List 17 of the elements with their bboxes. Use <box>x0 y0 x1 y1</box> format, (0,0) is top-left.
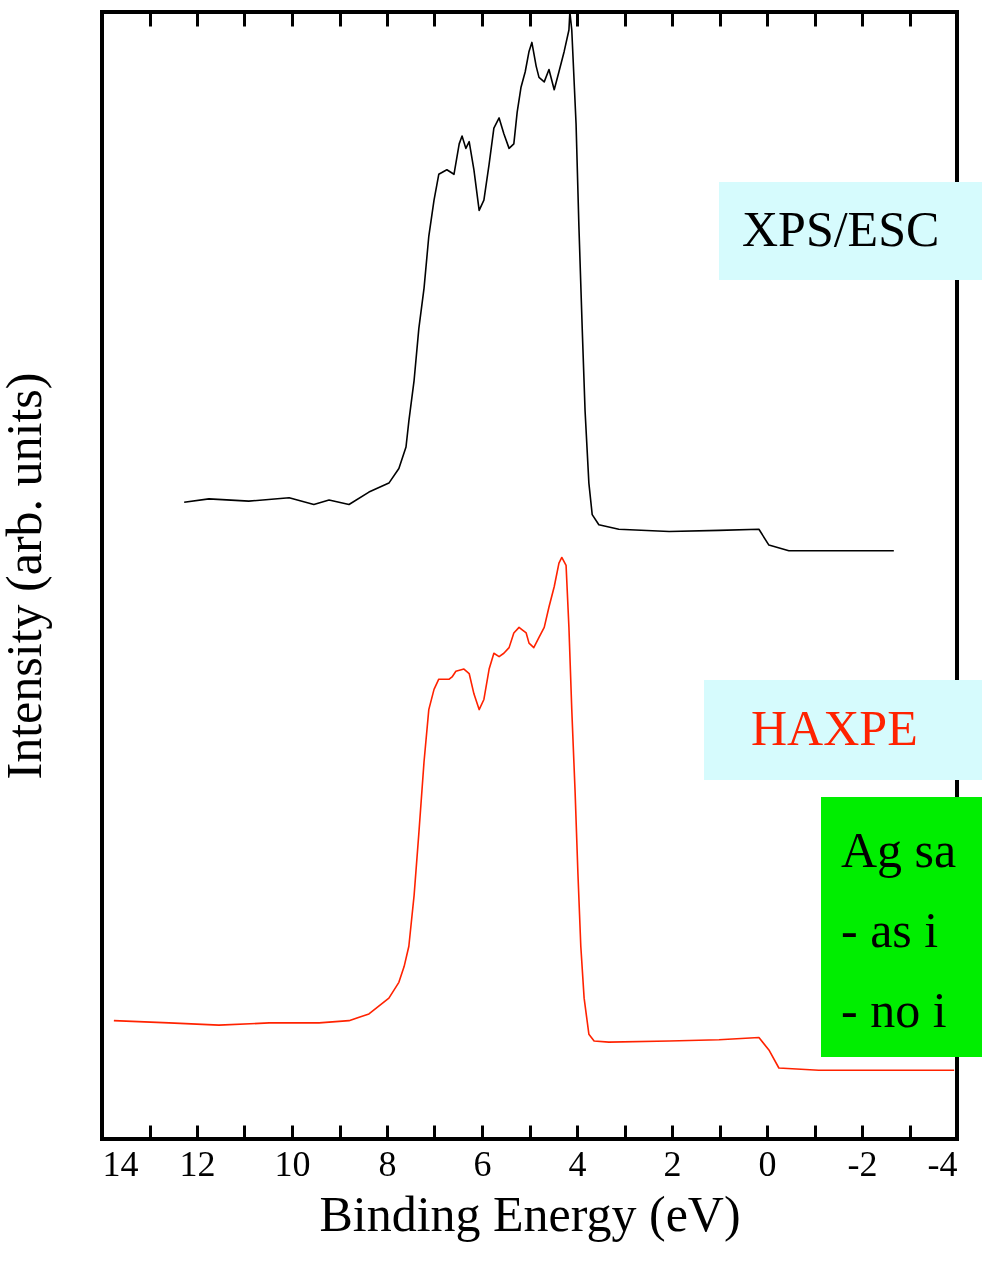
x-tick-label: 0 <box>758 1143 777 1184</box>
x-tick-label: 10 <box>274 1143 311 1184</box>
x-tick-label: 8 <box>378 1143 397 1184</box>
annotation: - as i <box>841 902 939 958</box>
x-tick-label: 6 <box>473 1143 492 1184</box>
annotation: - no i <box>841 982 947 1038</box>
x-tick-label: 4 <box>568 1143 587 1184</box>
x-tick-label: 2 <box>663 1143 682 1184</box>
x-tick-label: 12 <box>179 1143 216 1184</box>
y-axis-title: Intensity (arb. units) <box>0 372 52 780</box>
text: HAXPE <box>751 700 918 756</box>
x-tick-label: -4 <box>927 1143 958 1184</box>
x-tick-label: 14 <box>102 1143 139 1184</box>
annotation: Ag sa <box>841 822 957 878</box>
x-tick-label: -2 <box>847 1143 878 1184</box>
x-axis-title: Binding Energy (eV) <box>319 1185 741 1242</box>
text: XPS/ESC <box>742 201 940 257</box>
